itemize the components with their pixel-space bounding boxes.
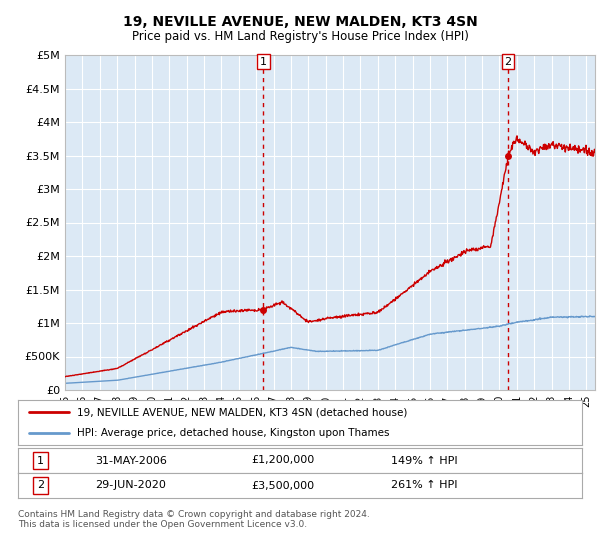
Text: 1: 1	[37, 455, 44, 465]
Text: 1: 1	[260, 57, 267, 67]
Text: HPI: Average price, detached house, Kingston upon Thames: HPI: Average price, detached house, King…	[77, 428, 390, 438]
Text: £1,200,000: £1,200,000	[251, 455, 315, 465]
Text: 29-JUN-2020: 29-JUN-2020	[95, 480, 166, 491]
Text: 2: 2	[37, 480, 44, 491]
Text: 19, NEVILLE AVENUE, NEW MALDEN, KT3 4SN (detached house): 19, NEVILLE AVENUE, NEW MALDEN, KT3 4SN …	[77, 407, 407, 417]
Text: 31-MAY-2006: 31-MAY-2006	[95, 455, 167, 465]
Text: 149% ↑ HPI: 149% ↑ HPI	[391, 455, 457, 465]
Text: 2: 2	[505, 57, 512, 67]
Text: 261% ↑ HPI: 261% ↑ HPI	[391, 480, 457, 491]
Text: Price paid vs. HM Land Registry's House Price Index (HPI): Price paid vs. HM Land Registry's House …	[131, 30, 469, 43]
Text: £3,500,000: £3,500,000	[251, 480, 314, 491]
Text: Contains HM Land Registry data © Crown copyright and database right 2024.
This d: Contains HM Land Registry data © Crown c…	[18, 510, 370, 529]
Text: 19, NEVILLE AVENUE, NEW MALDEN, KT3 4SN: 19, NEVILLE AVENUE, NEW MALDEN, KT3 4SN	[122, 15, 478, 29]
